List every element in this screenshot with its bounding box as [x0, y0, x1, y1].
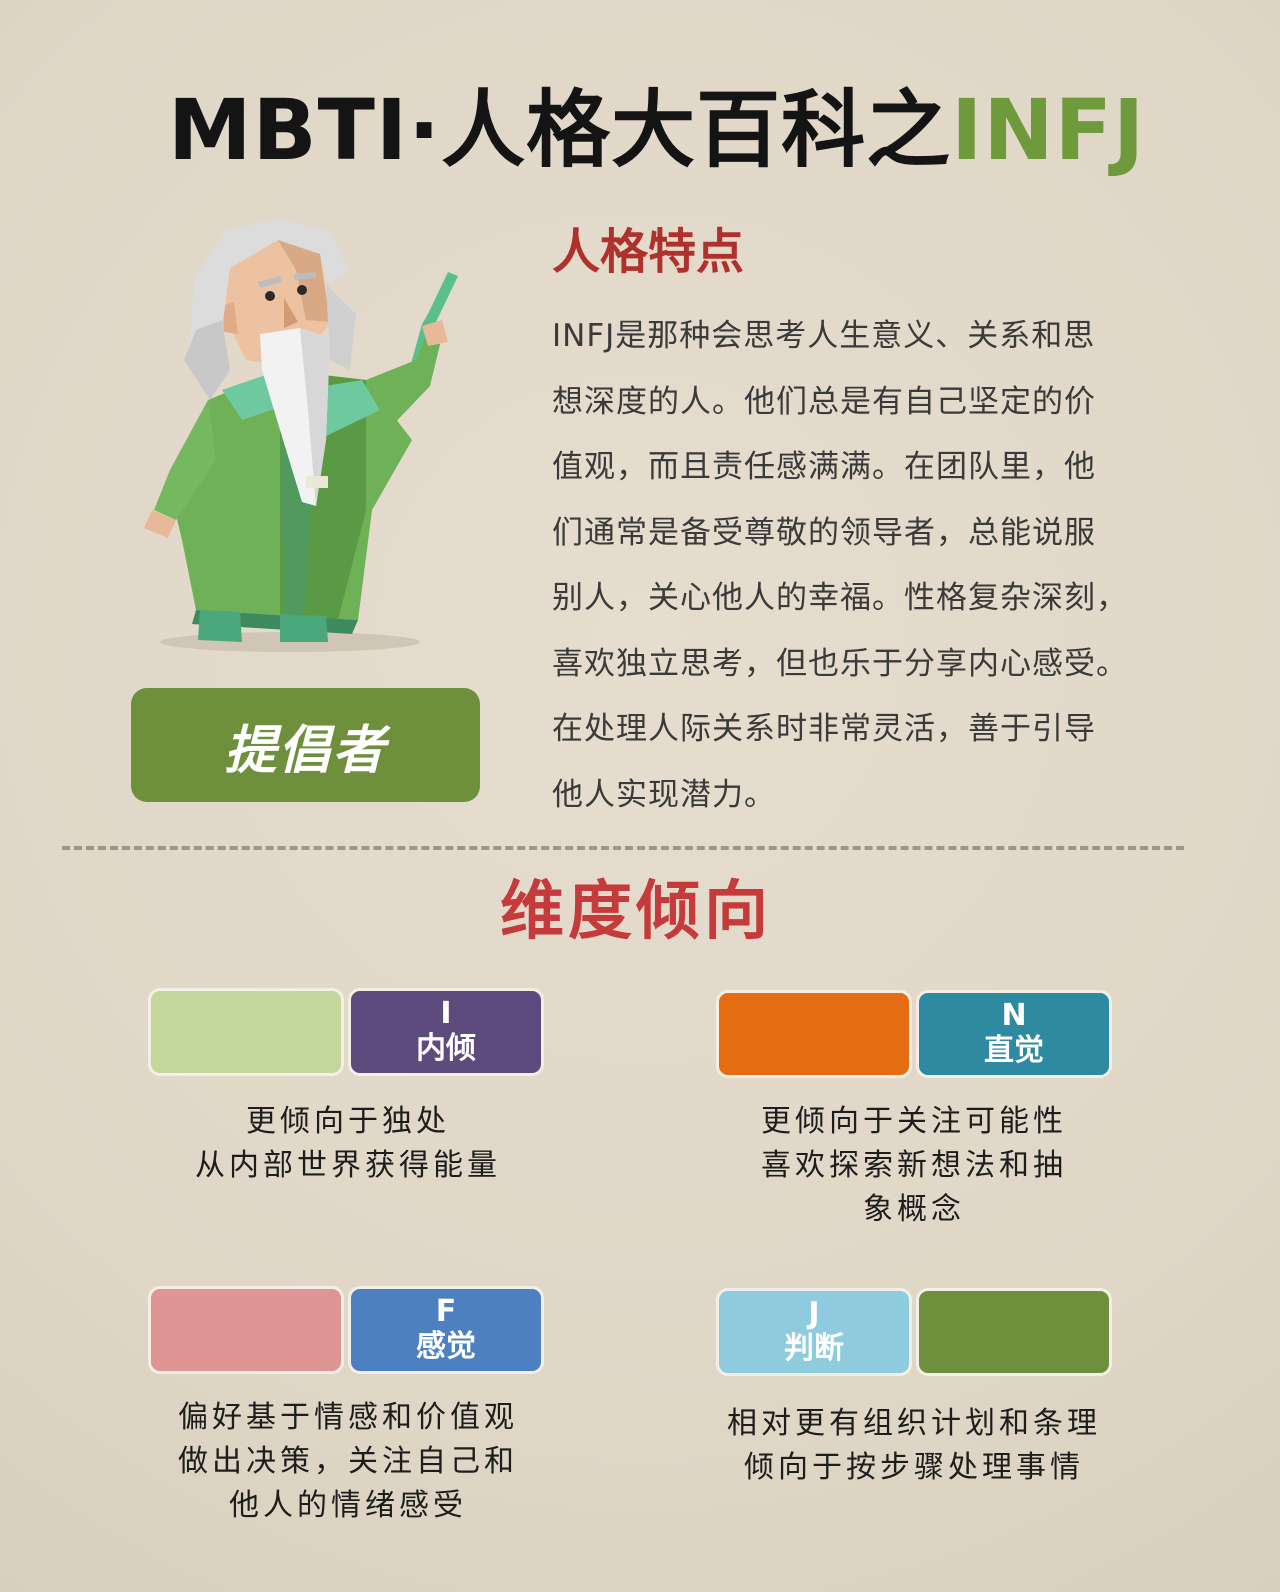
description-line: 象概念: [863, 1192, 965, 1227]
traits-line: 想深度的人。他们总是有自己坚定的价: [552, 383, 1096, 420]
traits-line: 别人，关心他人的幸福。性格复杂深刻，: [552, 580, 1128, 616]
section-divider: [62, 846, 1184, 850]
dimension-letter: F: [435, 1294, 457, 1329]
page-title: MBTI·人格大百科之INFJ: [168, 80, 1145, 180]
traits-line: 们通常是备受尊敬的领导者，总能说服: [552, 514, 1096, 551]
dimension-description-n: 更倾向于关注可能性 喜欢探索新想法和抽 象概念: [714, 1100, 1114, 1232]
sage-character-icon: [144, 218, 458, 652]
traits-line: 值观，而且责任感满满。在团队里，他: [552, 449, 1096, 485]
description-line: 倾向于按步骤处理事情: [744, 1450, 1084, 1485]
dimension-name: 直觉: [984, 1033, 1044, 1068]
description-line: 喜欢探索新想法和抽: [761, 1148, 1067, 1183]
dimension-right-segment: N 直觉: [916, 990, 1112, 1078]
description-line: 相对更有组织计划和条理: [727, 1406, 1101, 1441]
dimension-letter: J: [808, 1296, 820, 1331]
dimension-letter: N: [1001, 998, 1027, 1033]
dimension-letter: I: [440, 996, 452, 1031]
title-accent: INFJ: [951, 81, 1146, 179]
dimension-right-segment: I 内倾: [348, 988, 544, 1076]
traits-line: 在处理人际关系时非常灵活，善于引导: [552, 711, 1096, 747]
dimension-left-segment: J 判断: [716, 1288, 912, 1376]
description-line: 偏好基于情感和价值观: [178, 1400, 518, 1435]
dimensions-title: 维度倾向: [500, 875, 772, 949]
dimension-name: 判断: [784, 1331, 844, 1366]
title-prefix: MBTI·人格大百科之: [168, 81, 952, 179]
description-line: 做出决策，关注自己和: [178, 1444, 518, 1479]
dimension-right-segment: F 感觉: [348, 1286, 544, 1374]
traits-description: INFJ是那种会思考人生意义、关系和思 想深度的人。他们总是有自己坚定的价 值观…: [552, 306, 1202, 830]
dimension-description-f: 偏好基于情感和价值观 做出决策，关注自己和 他人的情绪感受: [148, 1396, 548, 1528]
description-line: 他人的情绪感受: [229, 1488, 467, 1523]
dimension-bar-i: I 内倾: [148, 988, 548, 1076]
description-line: 更倾向于关注可能性: [761, 1104, 1067, 1139]
dimension-description-j: 相对更有组织计划和条理 倾向于按步骤处理事情: [694, 1402, 1134, 1490]
traits-line: 他人实现潜力。: [552, 776, 776, 813]
traits-title: 人格特点: [552, 224, 745, 280]
dimension-right-segment: [916, 1288, 1112, 1376]
dimension-left-segment: [148, 988, 344, 1076]
dimension-name: 感觉: [416, 1329, 476, 1364]
dimension-left-segment: [716, 990, 912, 1078]
dimension-bar-f: F 感觉: [148, 1286, 546, 1374]
personality-name-badge: 提倡者: [131, 688, 480, 802]
dimension-bar-n: N 直觉: [716, 990, 1114, 1078]
dimension-name: 内倾: [416, 1031, 476, 1066]
description-line: 更倾向于独处: [246, 1104, 450, 1139]
traits-line: INFJ是那种会思考人生意义、关系和思: [552, 318, 1096, 354]
dimension-bar-j: J 判断: [716, 1288, 1114, 1376]
dimension-left-segment: [148, 1286, 344, 1374]
description-line: 从内部世界获得能量: [195, 1148, 501, 1183]
traits-line: 喜欢独立思考，但也乐于分享内心感受。: [552, 645, 1128, 682]
dimension-description-i: 更倾向于独处 从内部世界获得能量: [148, 1100, 548, 1188]
